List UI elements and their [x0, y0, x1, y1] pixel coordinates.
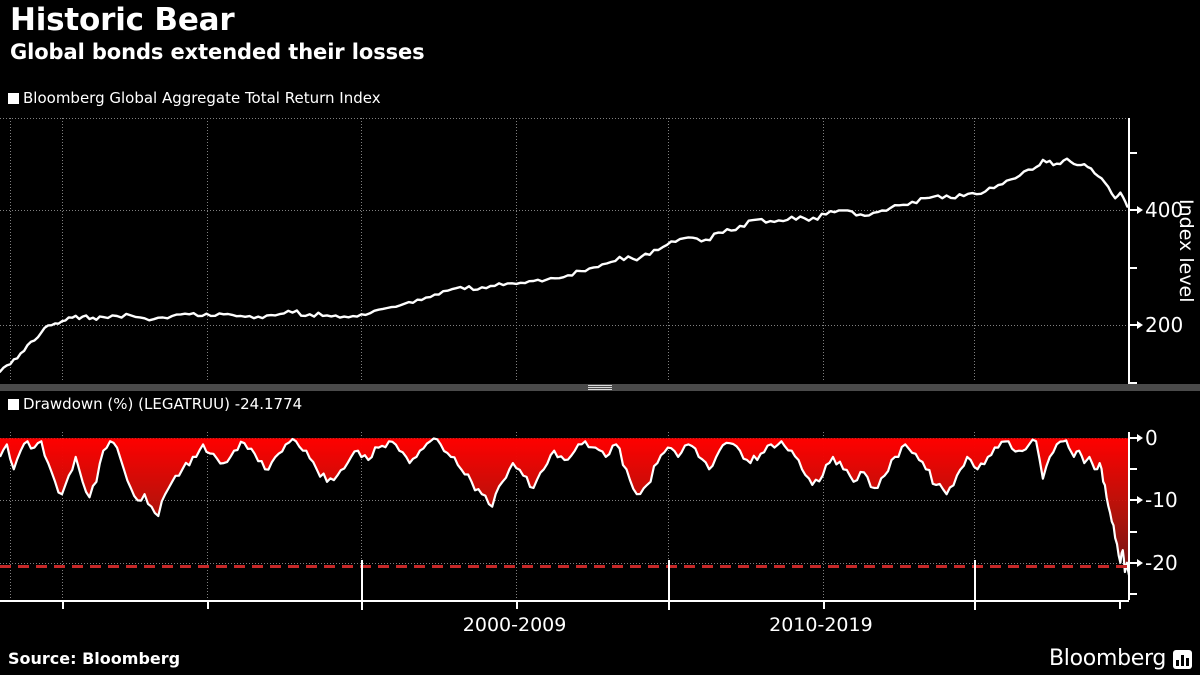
index-y-axis: 400 200 — [1128, 118, 1200, 384]
y-tick-arrow-icon — [1137, 321, 1143, 330]
y-tick-label: -20 — [1145, 550, 1178, 575]
panel-splitter[interactable] — [0, 384, 1200, 391]
legend-drawdown-label: Drawdown (%) (LEGATRUU) -24.1774 — [23, 395, 303, 413]
bloomberg-terminal-icon — [1173, 649, 1192, 669]
x-tick — [516, 600, 518, 609]
index-level-svg — [0, 118, 1129, 382]
header: Historic Bear Global bonds extended thei… — [10, 2, 1190, 65]
x-tick — [62, 600, 64, 609]
drawdown-plot[interactable] — [0, 432, 1129, 600]
y-tick-arrow-icon — [1137, 206, 1143, 215]
y-tick — [1128, 561, 1141, 564]
y-tick-label: 400 — [1145, 198, 1184, 223]
bloomberg-brand: Bloomberg — [1049, 646, 1192, 672]
y-tick — [1128, 382, 1137, 384]
y-tick-label: -10 — [1145, 488, 1178, 513]
y-tick-label: 0 — [1145, 426, 1158, 451]
x-axis-label: 2000-2009 — [462, 614, 567, 636]
x-tick — [823, 600, 825, 609]
x-decade-divider — [668, 560, 670, 610]
x-axis: 2000-2009 2010-2019 — [0, 560, 1129, 646]
y-axis-line — [1128, 118, 1130, 383]
y-tick — [1128, 324, 1141, 327]
page-title: Historic Bear — [10, 2, 235, 38]
x-tick — [1119, 600, 1121, 609]
y-tick — [1128, 266, 1137, 269]
legend-swatch-icon — [8, 93, 19, 104]
x-axis-line — [0, 600, 1129, 602]
x-decade-divider — [974, 560, 976, 610]
bloomberg-wordmark: Bloomberg — [1049, 646, 1166, 671]
legend-index[interactable]: Bloomberg Global Aggregate Total Return … — [8, 90, 381, 107]
index-axis-title-text: Index level — [1175, 198, 1197, 303]
footer: Source: Bloomberg Bloomberg — [0, 646, 1200, 675]
y-tick — [1128, 499, 1141, 502]
y-tick — [1128, 437, 1141, 440]
drawdown-y-axis: 0 -10 -20 — [1128, 428, 1200, 600]
y-tick — [1128, 151, 1137, 154]
splitter-grip-icon[interactable] — [588, 384, 612, 391]
x-tick — [207, 600, 209, 609]
legend-swatch-icon — [8, 399, 19, 410]
index-level-plot[interactable] — [0, 118, 1129, 382]
drawdown-svg — [0, 432, 1129, 600]
x-axis-label: 2010-2019 — [769, 614, 873, 636]
y-axis-line — [1128, 432, 1130, 600]
x-decade-divider — [361, 560, 363, 610]
y-tick-arrow-icon — [1137, 558, 1143, 567]
y-tick — [1128, 530, 1137, 533]
page-subtitle: Global bonds extended their losses — [10, 40, 425, 64]
y-tick-arrow-icon — [1137, 496, 1143, 505]
legend-index-label: Bloomberg Global Aggregate Total Return … — [23, 89, 381, 107]
source-label: Source: Bloomberg — [8, 649, 181, 668]
y-tick-label: 200 — [1145, 313, 1184, 338]
legend-drawdown[interactable]: Drawdown (%) (LEGATRUU) -24.1774 — [8, 396, 302, 413]
y-tick — [1128, 209, 1141, 212]
y-tick — [1128, 592, 1137, 595]
y-tick — [1128, 468, 1137, 471]
index-axis-title: Index level — [1174, 118, 1198, 383]
y-tick-arrow-icon — [1137, 434, 1143, 443]
